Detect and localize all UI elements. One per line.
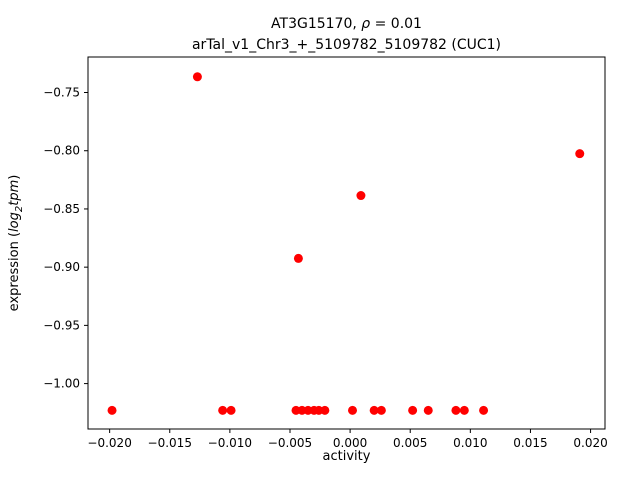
title-rho-symbol: ρ (361, 16, 371, 32)
data-point (356, 191, 366, 201)
data-point (423, 405, 433, 415)
y-tick-label: −0.85 (43, 202, 80, 216)
x-tick-label: 0.010 (453, 436, 487, 450)
y-tick-label: −1.00 (43, 377, 80, 391)
x-tick-label: 0.020 (573, 436, 607, 450)
data-point (107, 405, 117, 415)
data-point (348, 405, 358, 415)
title-gene-id: AT3G15170, (271, 16, 362, 32)
data-point (320, 405, 330, 415)
data-point (479, 405, 489, 415)
data-point (459, 405, 469, 415)
chart-title: AT3G15170, ρ = 0.01 arTal_v1_Chr3_+_5109… (88, 14, 605, 56)
x-axis-label: activity (322, 449, 371, 464)
title-rho-value: = 0.01 (370, 16, 422, 32)
x-tick-label: −0.020 (87, 436, 131, 450)
data-point (376, 405, 386, 415)
x-tick-label: −0.015 (148, 436, 192, 450)
data-point (451, 405, 461, 415)
data-point (575, 149, 585, 159)
data-point (226, 405, 236, 415)
y-tick-label: −0.75 (43, 86, 80, 100)
x-tick-label: 0.015 (513, 436, 547, 450)
data-point (192, 72, 202, 82)
x-tick-label: 0.005 (393, 436, 427, 450)
y-tick-label: −0.90 (43, 260, 80, 274)
axes-frame (87, 56, 606, 430)
data-point (408, 405, 418, 415)
data-point (293, 253, 303, 263)
y-tick-label: −0.80 (43, 144, 80, 158)
x-tick-label: 0.000 (333, 436, 367, 450)
y-tick-label: −0.95 (43, 318, 80, 332)
chart-title-line2: arTal_v1_Chr3_+_5109782_5109782 (CUC1) (191, 37, 502, 53)
x-tick-label: −0.010 (208, 436, 252, 450)
x-tick-label: −0.005 (268, 436, 312, 450)
data-point (218, 405, 228, 415)
chart-title-line1: AT3G15170, ρ = 0.01 (88, 14, 605, 35)
data-point (369, 405, 379, 415)
